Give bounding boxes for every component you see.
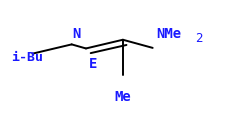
Text: i-Bu: i-Bu bbox=[11, 51, 43, 64]
Text: N: N bbox=[72, 27, 81, 41]
Text: 2: 2 bbox=[195, 32, 203, 45]
Text: E: E bbox=[89, 57, 97, 71]
Text: Me: Me bbox=[114, 90, 131, 104]
Text: NMe: NMe bbox=[156, 27, 181, 41]
